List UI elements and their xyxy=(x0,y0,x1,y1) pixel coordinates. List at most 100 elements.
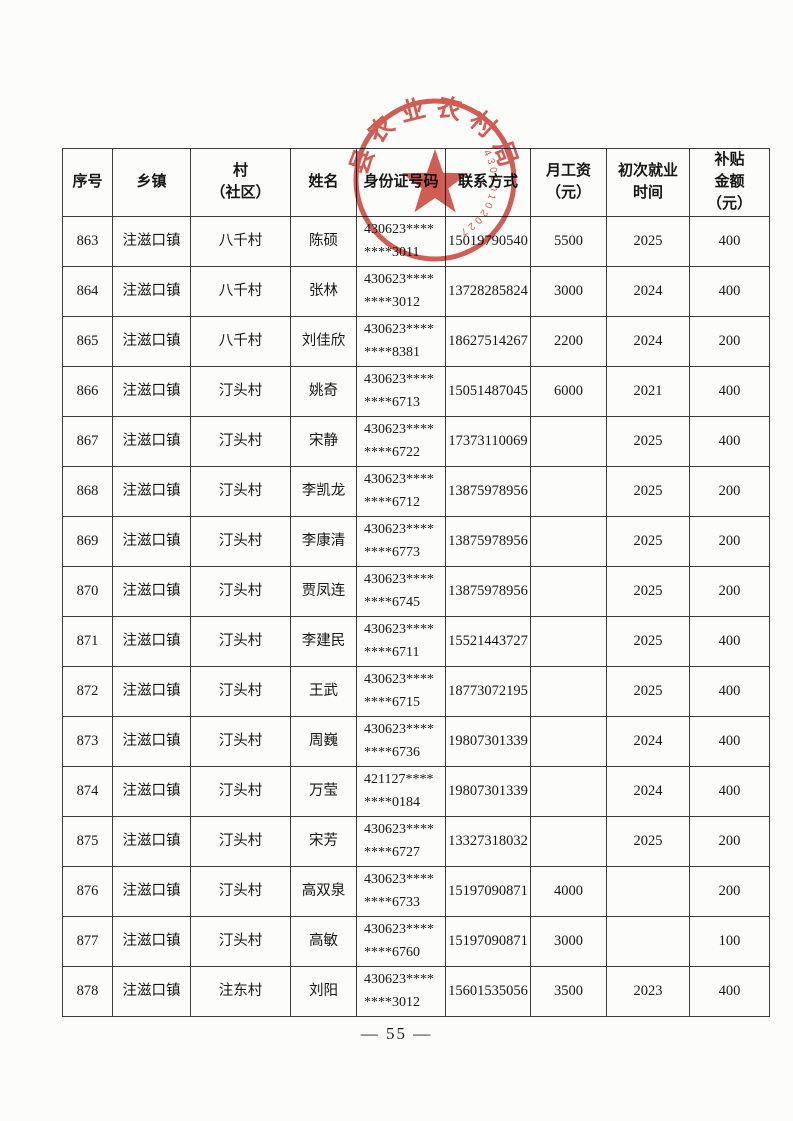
cell-village: 汀头村 xyxy=(190,716,291,768)
cell-seq: 878 xyxy=(62,966,113,1018)
cell-seq: 871 xyxy=(62,616,113,668)
cell-subsidy: 400 xyxy=(689,216,770,268)
cell-id_lines: 430623**** ****6736 xyxy=(356,716,446,768)
table-row: 867 注滋口镇 汀头村 宋静 430623**** ****6722 173731100… xyxy=(62,416,770,468)
cell-subsidy: 200 xyxy=(689,866,770,918)
cell-township: 注滋口镇 xyxy=(112,866,191,918)
cell-township: 注滋口镇 xyxy=(112,366,191,418)
cell-township: 注滋口镇 xyxy=(112,716,191,768)
cell-seq: 864 xyxy=(62,266,113,318)
cell-id_lines: 430623**** ****3011 xyxy=(356,216,446,268)
cell-phone: 15601535056 xyxy=(445,966,531,1018)
cell-phone: 17373110069 xyxy=(445,416,531,468)
cell-id_lines: 430623**** ****6745 xyxy=(356,566,446,618)
cell-village: 八千村 xyxy=(190,216,291,268)
cell-name: 王武 xyxy=(290,666,357,718)
cell-salary: 2200 xyxy=(530,316,607,368)
cell-first_year: 2025 xyxy=(606,566,690,618)
cell-subsidy: 100 xyxy=(689,916,770,968)
cell-salary xyxy=(530,666,607,718)
cell-salary xyxy=(530,466,607,518)
table-row: 865 注滋口镇 八千村 刘佳欣 430623**** ****8381 18627514… xyxy=(62,316,770,368)
cell-phone: 18773072195 xyxy=(445,666,531,718)
cell-seq: 865 xyxy=(62,316,113,368)
cell-seq: 872 xyxy=(62,666,113,718)
cell-township: 注滋口镇 xyxy=(112,516,191,568)
cell-subsidy: 400 xyxy=(689,416,770,468)
cell-village: 八千村 xyxy=(190,266,291,318)
cell-first_year: 2025 xyxy=(606,616,690,668)
cell-first_year: 2025 xyxy=(606,516,690,568)
cell-id_lines: 430623**** ****3012 xyxy=(356,966,446,1018)
cell-name: 李凯龙 xyxy=(290,466,357,518)
cell-subsidy: 200 xyxy=(689,516,770,568)
cell-phone: 18627514267 xyxy=(445,316,531,368)
cell-phone: 15051487045 xyxy=(445,366,531,418)
cell-village: 汀头村 xyxy=(190,466,291,518)
cell-phone: 13875978956 xyxy=(445,466,531,518)
cell-township: 注滋口镇 xyxy=(112,316,191,368)
cell-id_lines: 430623**** ****6727 xyxy=(356,816,446,868)
cell-salary: 5500 xyxy=(530,216,607,268)
cell-township: 注滋口镇 xyxy=(112,666,191,718)
cell-phone: 15197090871 xyxy=(445,916,531,968)
header-row: 序号 乡镇村 （社区） 姓名 身份证号码 联系方式 月工资 （元） 初次就业 时间 补贴 金额… xyxy=(62,147,770,218)
cell-phone: 13875978956 xyxy=(445,566,531,618)
cell-seq: 869 xyxy=(62,516,113,568)
subsidy-table: 序号 乡镇村 （社区） 姓名 身份证号码 联系方式 月工资 （元） 初次就业 时间 补贴 金额… xyxy=(62,147,770,1018)
cell-id_lines: 430623**** ****6760 xyxy=(356,916,446,968)
cell-township: 注滋口镇 xyxy=(112,216,191,268)
header-salary: 月工资 （元） xyxy=(530,147,607,218)
table-body: 863 注滋口镇 八千村 陈硕 430623**** ****3011 150197905… xyxy=(62,216,770,1018)
cell-first_year: 2025 xyxy=(606,216,690,268)
cell-salary: 3000 xyxy=(530,266,607,318)
cell-phone: 13728285824 xyxy=(445,266,531,318)
table-row: 872 注滋口镇 汀头村 王武 430623**** ****6715 187730721… xyxy=(62,666,770,718)
cell-subsidy: 200 xyxy=(689,466,770,518)
cell-first_year: 2023 xyxy=(606,966,690,1018)
cell-id_lines: 421127**** ****0184 xyxy=(356,766,446,818)
cell-salary xyxy=(530,416,607,468)
cell-phone: 19807301339 xyxy=(445,766,531,818)
cell-salary xyxy=(530,816,607,868)
cell-first_year: 2025 xyxy=(606,466,690,518)
cell-seq: 876 xyxy=(62,866,113,918)
cell-name: 贾凤连 xyxy=(290,566,357,618)
cell-village: 汀头村 xyxy=(190,516,291,568)
header-name: 姓名 xyxy=(290,147,357,218)
cell-seq: 870 xyxy=(62,566,113,618)
cell-township: 注滋口镇 xyxy=(112,766,191,818)
cell-first_year: 2024 xyxy=(606,766,690,818)
table-row: 877 注滋口镇 汀头村 高敏 430623**** ****6760 151970908… xyxy=(62,916,770,968)
cell-phone: 15521443727 xyxy=(445,616,531,668)
cell-seq: 875 xyxy=(62,816,113,868)
cell-subsidy: 400 xyxy=(689,716,770,768)
cell-village: 注东村 xyxy=(190,966,291,1018)
cell-name: 李建民 xyxy=(290,616,357,668)
table-row: 869 注滋口镇 汀头村 李康清 430623**** ****6773 13875978… xyxy=(62,516,770,568)
table-row: 866 注滋口镇 汀头村 姚奇 430623**** ****6713 150514870… xyxy=(62,366,770,418)
cell-name: 周巍 xyxy=(290,716,357,768)
cell-subsidy: 400 xyxy=(689,666,770,718)
cell-first_year: 2024 xyxy=(606,316,690,368)
cell-salary xyxy=(530,716,607,768)
cell-id_lines: 430623**** ****6722 xyxy=(356,416,446,468)
cell-name: 陈硕 xyxy=(290,216,357,268)
header-id_lines: 身份证号码 xyxy=(356,147,446,218)
cell-seq: 877 xyxy=(62,916,113,968)
cell-salary: 3000 xyxy=(530,916,607,968)
cell-salary xyxy=(530,516,607,568)
cell-name: 张林 xyxy=(290,266,357,318)
cell-name: 李康清 xyxy=(290,516,357,568)
cell-first_year: 2024 xyxy=(606,266,690,318)
cell-subsidy: 400 xyxy=(689,266,770,318)
table-row: 878 注滋口镇 注东村 刘阳 430623**** ****3012 156015350… xyxy=(62,966,770,1018)
table-row: 875 注滋口镇 汀头村 宋芳 430623**** ****6727 133273180… xyxy=(62,816,770,868)
cell-subsidy: 400 xyxy=(689,616,770,668)
cell-first_year: 2024 xyxy=(606,716,690,768)
cell-first_year xyxy=(606,916,690,968)
header-township: 乡镇 xyxy=(112,147,191,218)
cell-phone: 15019790540 xyxy=(445,216,531,268)
cell-subsidy: 400 xyxy=(689,966,770,1018)
